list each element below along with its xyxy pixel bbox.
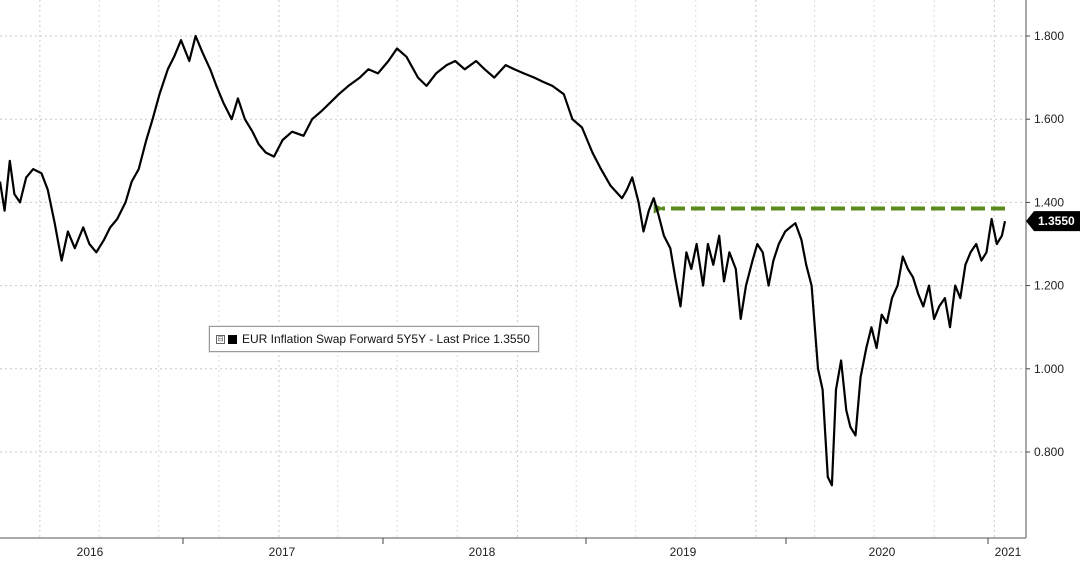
y-tick-label: 0.800	[1034, 445, 1064, 459]
x-tick-label: 2016	[77, 545, 104, 559]
y-tick-label: 1.400	[1034, 195, 1064, 209]
legend-label: EUR Inflation Swap Forward 5Y5Y - Last P…	[242, 332, 530, 346]
badges: 1.3550	[1026, 211, 1080, 232]
legend-toggle-icon[interactable]: ⊟	[216, 334, 225, 344]
y-tick-label: 1.200	[1034, 279, 1064, 293]
y-tick-label: 1.600	[1034, 112, 1064, 126]
last-price-badge: 1.3550	[1026, 211, 1080, 232]
x-tick-label: 2020	[869, 545, 896, 559]
axes: 0.800 1.000 1.200 1.400 1.600 1.800 2016 2017 20…	[0, 0, 1064, 559]
y-tick-label: 1.800	[1034, 29, 1064, 43]
plot-background	[0, 0, 1026, 538]
y-tick-label: 1.000	[1034, 362, 1064, 376]
grid	[0, 0, 1026, 538]
x-tick-label: 2017	[269, 545, 296, 559]
legend-swatch	[228, 334, 237, 344]
series-line	[0, 34, 1007, 487]
last-price-badge-bg	[1026, 211, 1080, 232]
x-tick-label: 2021	[995, 545, 1022, 559]
series	[0, 34, 1007, 487]
x-tick-label: 2018	[469, 545, 496, 559]
legend[interactable]: ⊟ EUR Inflation Swap Forward 5Y5Y - Last…	[209, 326, 539, 352]
last-price-label: 1.3550	[1038, 214, 1075, 228]
x-tick-label: 2019	[670, 545, 697, 559]
